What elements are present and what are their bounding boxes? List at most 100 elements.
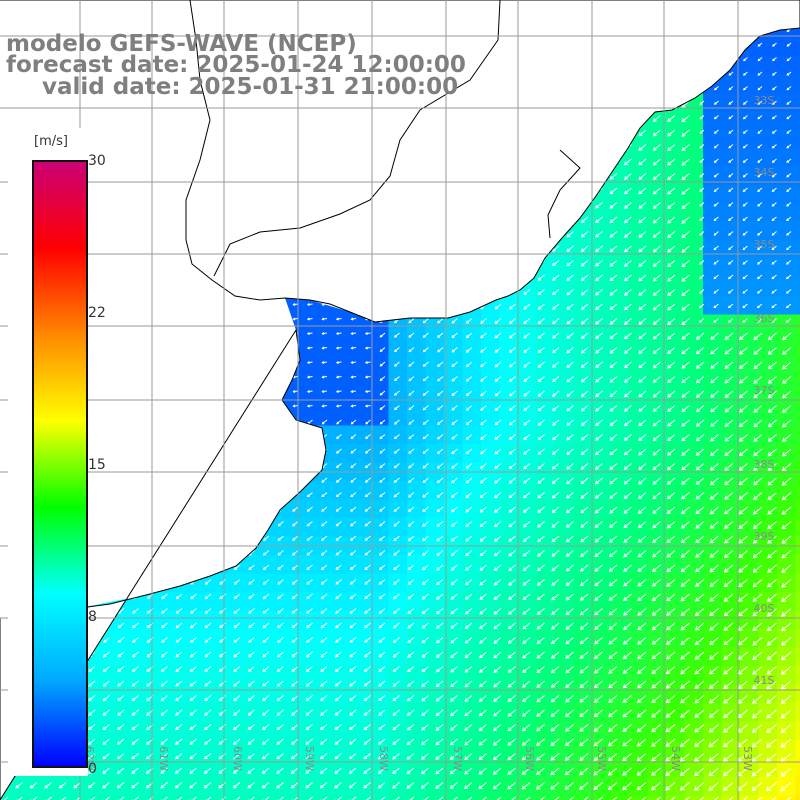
wind-arrow: [681, 173, 690, 181]
wind-arrow: [103, 100, 110, 103]
wind-arrow: [176, 492, 183, 498]
wind-arrow: [175, 666, 183, 673]
wind-cell: [795, 28, 800, 38]
wind-arrow: [306, 303, 313, 306]
wind-arrow: [638, 361, 647, 369]
wind-cell: [721, 777, 741, 796]
wind-cell: [185, 795, 204, 800]
wind-arrow: [752, 622, 763, 631]
wind-cell: [111, 555, 130, 574]
wind-cell: [203, 370, 223, 389]
wind-cell: [518, 684, 537, 704]
wind-cell: [684, 296, 704, 315]
wind-cell: [481, 777, 500, 796]
wind-cell: [166, 370, 186, 389]
wind-arrow: [595, 289, 603, 296]
wind-arrow: [88, 709, 96, 716]
wind-arrow: [132, 521, 139, 527]
wind-arrow: [681, 347, 690, 355]
wind-arrow: [694, 767, 705, 777]
wind-arrow: [781, 506, 792, 515]
wind-arrow: [89, 259, 96, 263]
wind-arrow: [699, 187, 705, 193]
wind-cell: [314, 407, 334, 426]
wind-arrow: [652, 463, 661, 471]
wind-arrow: [564, 753, 574, 761]
wind-arrow: [451, 492, 458, 498]
wind-arrow: [608, 680, 618, 689]
wind-arrow: [203, 767, 212, 774]
wind-arrow: [536, 680, 545, 688]
wind-cell: [758, 129, 778, 149]
wind-arrow: [536, 622, 545, 630]
wind-cell: [425, 370, 445, 389]
wind-arrow: [291, 695, 299, 702]
wind-arrow: [436, 608, 444, 615]
wind-arrow: [565, 608, 574, 616]
wind-arrow: [305, 767, 313, 774]
wind-arrow: [348, 782, 357, 789]
wind-arrow: [118, 172, 125, 176]
wind-cell: [573, 610, 593, 630]
wind-arrow: [335, 521, 342, 527]
wind-cell: [629, 203, 648, 223]
wind-arrow: [393, 332, 400, 338]
wind-arrow: [522, 506, 531, 513]
wind-arrow: [393, 564, 400, 571]
wind-arrow: [480, 390, 487, 397]
wind-cell: [351, 370, 371, 389]
wind-cell: [277, 592, 297, 611]
wind-arrow: [667, 405, 676, 412]
wind-arrow: [435, 666, 444, 673]
wind-arrow: [652, 231, 661, 238]
wind-arrow: [103, 535, 110, 541]
wind-arrow: [261, 753, 270, 760]
wind-cell: [166, 259, 186, 278]
wind-cell: [351, 388, 371, 408]
wind-cell: [703, 758, 722, 778]
wind-arrow: [781, 448, 792, 457]
wind-arrow: [451, 506, 458, 513]
wind-arrow: [667, 332, 676, 340]
wind-arrow: [699, 216, 705, 221]
wind-cell: [573, 370, 593, 389]
wind-arrow: [335, 477, 342, 483]
wind-arrow: [771, 129, 777, 134]
wind-arrow: [205, 419, 212, 425]
wind-arrow: [436, 434, 444, 440]
wind-cell: [222, 370, 241, 389]
wind-cell: [684, 129, 704, 149]
wind-arrow: [494, 303, 502, 310]
wind-cell: [610, 629, 630, 648]
wind-arrow: [566, 361, 574, 368]
wind-arrow: [334, 767, 342, 774]
wind-arrow: [451, 332, 458, 338]
wind-arrow: [595, 390, 603, 398]
wind-cell: [166, 351, 186, 371]
wind-arrow: [493, 724, 502, 732]
wind-arrow: [176, 448, 183, 454]
wind-cell: [388, 721, 408, 741]
wind-arrow: [89, 535, 96, 541]
wind-arrow: [742, 158, 748, 163]
wind-cell: [647, 592, 667, 611]
wind-cell: [629, 148, 648, 167]
wind-arrow: [465, 448, 473, 455]
wind-cell: [629, 555, 648, 574]
wind-arrow: [537, 405, 545, 412]
wind-arrow: [480, 448, 487, 455]
wind-arrow: [190, 637, 197, 643]
wind-cell: [481, 703, 500, 722]
wind-cell: [777, 203, 796, 223]
wind-cell: [314, 518, 334, 537]
wind-cell: [92, 222, 112, 241]
wind-arrow: [305, 651, 313, 658]
wind-cell: [518, 647, 537, 667]
wind-cell: [592, 740, 611, 759]
wind-cell: [684, 222, 704, 241]
wind-arrow: [753, 405, 763, 413]
wind-cell: [148, 351, 167, 371]
wind-cell: [388, 555, 408, 574]
wind-arrow: [480, 376, 487, 382]
wind-arrow: [465, 361, 473, 368]
